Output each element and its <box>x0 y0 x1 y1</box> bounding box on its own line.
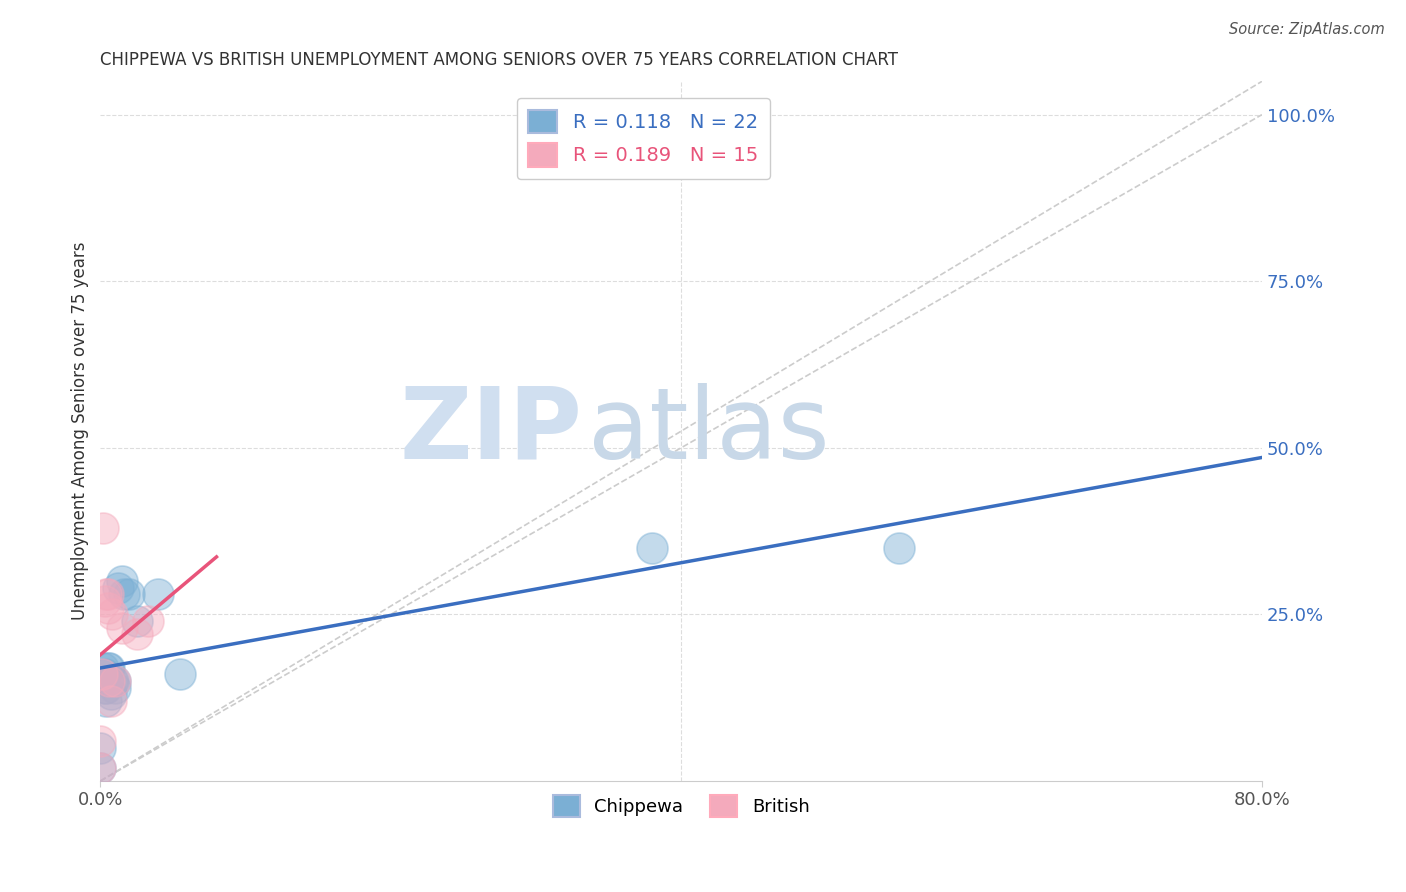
Point <box>97 674 120 689</box>
Point <box>93 681 115 695</box>
Point <box>104 674 127 689</box>
Point <box>89 740 111 755</box>
Point <box>89 761 111 775</box>
Point <box>125 627 148 641</box>
Point <box>148 587 170 601</box>
Point <box>96 681 118 695</box>
Point <box>111 574 134 588</box>
Point <box>100 694 122 708</box>
Point <box>97 600 120 615</box>
Text: ZIP: ZIP <box>399 383 582 480</box>
Point <box>93 667 115 681</box>
Point <box>887 541 910 555</box>
Text: atlas: atlas <box>588 383 830 480</box>
Point <box>91 521 114 535</box>
Text: CHIPPEWA VS BRITISH UNEMPLOYMENT AMONG SENIORS OVER 75 YEARS CORRELATION CHART: CHIPPEWA VS BRITISH UNEMPLOYMENT AMONG S… <box>100 51 898 69</box>
Text: Source: ZipAtlas.com: Source: ZipAtlas.com <box>1229 22 1385 37</box>
Point <box>98 674 121 689</box>
Point <box>96 694 118 708</box>
Point <box>103 674 125 689</box>
Point <box>97 587 120 601</box>
Point <box>641 541 664 555</box>
Point <box>100 687 122 701</box>
Point <box>98 661 121 675</box>
Point <box>111 621 134 635</box>
Point <box>101 607 124 622</box>
Point <box>125 614 148 628</box>
Point <box>91 661 114 675</box>
Point <box>101 674 124 689</box>
Point <box>112 587 135 601</box>
Point <box>89 761 111 775</box>
Point <box>90 667 112 681</box>
Point <box>169 667 191 681</box>
Point <box>136 614 159 628</box>
Point <box>104 674 127 689</box>
Legend: Chippewa, British: Chippewa, British <box>546 788 817 824</box>
Y-axis label: Unemployment Among Seniors over 75 years: Unemployment Among Seniors over 75 years <box>72 242 89 621</box>
Point <box>104 681 127 695</box>
Point <box>118 587 141 601</box>
Point <box>97 661 120 675</box>
Point <box>89 734 111 748</box>
Point <box>93 594 115 608</box>
Point <box>96 587 118 601</box>
Point <box>107 581 129 595</box>
